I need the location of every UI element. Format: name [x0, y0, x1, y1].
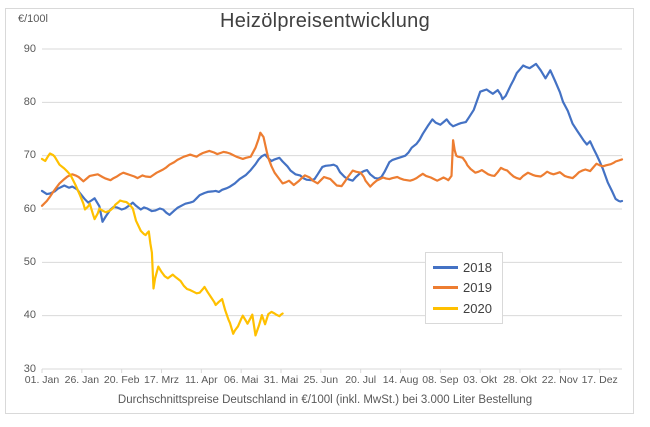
x-tick-label-20-Feb: 20. Feb	[103, 374, 140, 386]
x-tick-label-08-Sep: 08. Sep	[422, 374, 459, 386]
legend-item-2018: 2018	[426, 260, 502, 275]
x-tick-label-25-Jun: 25. Jun	[303, 374, 339, 386]
x-tick-label-01-Jan: 01. Jan	[24, 374, 60, 386]
legend-label-2020: 2020	[463, 301, 492, 317]
legend-swatch-2018-line	[433, 265, 458, 269]
chart-title: Heizölpreisentwicklung	[219, 10, 431, 32]
x-tick-label-17-Dez: 17. Dez	[581, 374, 618, 386]
chart-footnote: Durchschnittspreise Deutschland in €/100…	[117, 394, 533, 406]
x-tick-label-14-Aug: 14. Aug	[382, 374, 419, 386]
series-line-2020	[40, 152, 284, 337]
y-tick-label-70: 70	[23, 149, 36, 162]
y-tick-label-50: 50	[23, 255, 36, 268]
y-tick-label-80: 80	[23, 95, 36, 108]
x-tick-label-03-Okt: 03. Okt	[463, 374, 498, 386]
x-tick-label-17-Mrz: 17. Mrz	[143, 374, 180, 386]
legend: 2018 2019 2020	[425, 252, 503, 324]
y-tick-label-30: 30	[23, 362, 36, 375]
x-tick-label-31-Mai: 31. Mai	[263, 374, 299, 386]
x-tick-label-06-Mai: 06. Mai	[223, 374, 259, 386]
y-tick-label-40: 40	[23, 309, 36, 322]
legend-item-2019: 2019	[426, 280, 502, 295]
series-line-2019	[40, 131, 624, 207]
legend-swatch-2019-line	[433, 286, 458, 290]
y-axis-unit-label: €/100l	[18, 13, 48, 25]
legend-label-2019: 2019	[463, 280, 492, 296]
y-tick-label-60: 60	[23, 202, 36, 215]
y-tick-label-90: 90	[23, 42, 36, 55]
legend-swatch-2020-line	[433, 307, 458, 311]
x-tick-label-11-Apr: 11. Apr	[185, 374, 218, 386]
x-tick-label-22-Nov: 22. Nov	[541, 374, 578, 386]
series-line-2018	[40, 62, 624, 223]
legend-item-2020: 2020	[426, 301, 502, 316]
x-tick-label-20-Jul: 20. Jul	[345, 374, 377, 386]
x-tick-label-26-Jan: 26. Jan	[64, 374, 100, 386]
x-tick-label-28-Okt: 28. Okt	[503, 374, 537, 386]
legend-label-2018: 2018	[463, 259, 492, 275]
